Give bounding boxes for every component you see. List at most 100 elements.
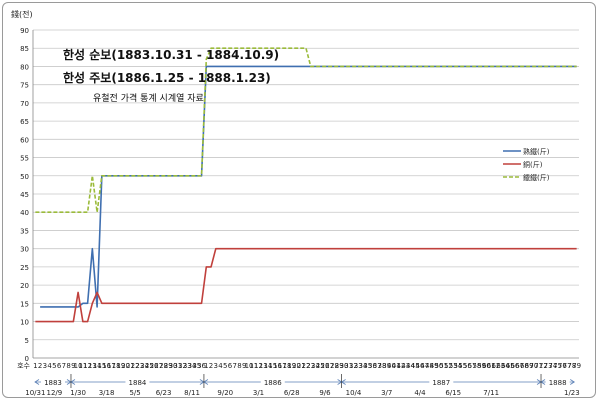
x-tick-label: 26 <box>150 362 159 370</box>
x-axis-first-label: 호수 <box>17 362 30 370</box>
x-tick-label: 20 <box>121 362 130 370</box>
y-tick-label: 40 <box>20 209 29 217</box>
x-tick-label: 14 <box>93 362 102 370</box>
x-tick-label: 1 <box>204 362 208 370</box>
x-tick-label: 17 <box>107 362 116 370</box>
x-tick-label: 9 <box>242 362 246 370</box>
x-tick-label: 17 <box>278 362 287 370</box>
x-tick-label: 45 <box>411 362 420 370</box>
x-tick-label: 25 <box>145 362 154 370</box>
year-label-bg <box>40 377 65 387</box>
x-tick-label: 36 <box>197 362 206 370</box>
series-line-2 <box>35 247 577 323</box>
x-tick-label: 52 <box>444 362 453 370</box>
x-tick-label: 10 <box>245 362 254 370</box>
x-tick-label: 44 <box>406 362 415 370</box>
y-tick-label: 70 <box>20 100 29 108</box>
x-tick-label: 16 <box>102 362 111 370</box>
x-tick-label: 69 <box>525 362 534 370</box>
x-tick-label: 18 <box>112 362 121 370</box>
x-tick-label: 21 <box>297 362 306 370</box>
x-tick-label: 27 <box>154 362 163 370</box>
date-label: 10/4 <box>346 389 362 397</box>
y-axis-label: 錢(전) <box>11 9 33 19</box>
x-tick-label: 60 <box>482 362 491 370</box>
x-tick-label: 25 <box>316 362 325 370</box>
x-tick-label: 41 <box>392 362 401 370</box>
date-label: 1/30 <box>70 389 86 397</box>
x-tick-label: 23 <box>135 362 144 370</box>
year-label: 1886 <box>264 379 282 387</box>
x-tick-label: 34 <box>359 362 368 370</box>
x-tick-label: 3 <box>214 362 218 370</box>
series-lines <box>35 47 577 323</box>
x-tick-label: 75 <box>553 362 562 370</box>
x-tick-label: 53 <box>449 362 458 370</box>
year-label-bg <box>260 377 285 387</box>
x-tick-label: 24 <box>311 362 320 370</box>
x-tick-label: 34 <box>188 362 197 370</box>
x-tick-label: 64 <box>501 362 510 370</box>
x-tick-label: 46 <box>415 362 424 370</box>
x-tick-label: 1 <box>33 362 37 370</box>
x-tick-label: 70 <box>529 362 538 370</box>
x-tick-label: 19 <box>116 362 125 370</box>
y-tick-label: 75 <box>20 82 29 90</box>
x-tick-label: 76 <box>558 362 567 370</box>
date-label: 3/18 <box>99 389 115 397</box>
date-label: 7/11 <box>483 389 499 397</box>
x-tick-label: 30 <box>169 362 178 370</box>
x-tick-label: 49 <box>430 362 439 370</box>
x-tick-label: 77 <box>563 362 572 370</box>
x-tick-label: 19 <box>287 362 296 370</box>
x-tick-label: 22 <box>302 362 311 370</box>
x-tick-label: 18 <box>283 362 292 370</box>
year-label-bg <box>545 377 570 387</box>
x-tick-label: 7 <box>233 362 237 370</box>
x-tick-label: 32 <box>178 362 187 370</box>
x-tick-label: 72 <box>539 362 548 370</box>
date-label: 9/20 <box>217 389 233 397</box>
x-tick-label: 4 <box>218 362 223 370</box>
year-label-bg <box>429 377 454 387</box>
chart-frame: 0 5 10 15 20 25 30 35 40 45 50 55 60 65 70 75 80 85 90 호수 1… <box>2 2 596 398</box>
x-tick-label: 35 <box>192 362 201 370</box>
y-tick-label: 80 <box>20 63 29 71</box>
x-tick-label: 28 <box>159 362 168 370</box>
x-tick-label: 11 <box>78 362 87 370</box>
date-labels: 10/31 12/9 1/30 3/18 5/5 6/23 8/11 9/20 3/1 6/28 9… <box>25 389 579 397</box>
x-tick-label: 3 <box>43 362 47 370</box>
y-tick-label: 25 <box>20 264 29 272</box>
y-axis-ticks: 0 5 10 15 20 25 30 35 40 45 50 55 60 65 70 75 80 85 90 <box>20 27 29 363</box>
y-tick-label: 20 <box>20 282 29 290</box>
legend-label: 鑞鐵(斤) <box>523 173 550 182</box>
chart-title-line-2: 한성 주보(1886.1.25 - 1888.1.23) <box>63 70 271 85</box>
x-tick-label: 31 <box>173 362 182 370</box>
x-tick-label: 40 <box>387 362 396 370</box>
x-tick-label: 5 <box>223 362 227 370</box>
x-tick-label: 22 <box>131 362 140 370</box>
x-tick-label: 74 <box>548 362 557 370</box>
legend-label: 熟鐵(斤) <box>523 147 550 156</box>
y-tick-label: 30 <box>20 246 29 254</box>
date-label: 6/23 <box>156 389 172 397</box>
x-tick-label: 27 <box>325 362 334 370</box>
y-tick-label: 50 <box>20 173 29 181</box>
x-tick-label: 50 <box>434 362 443 370</box>
x-tick-label: 2 <box>38 362 42 370</box>
date-label: 3/7 <box>381 389 392 397</box>
x-tick-label: 8 <box>66 362 70 370</box>
x-tick-label: 55 <box>458 362 467 370</box>
date-label: 10/31 <box>25 389 45 397</box>
date-label: 8/11 <box>184 389 200 397</box>
x-tick-label: 36 <box>368 362 377 370</box>
y-tick-label: 55 <box>20 155 29 163</box>
legend: 熟鐵(斤) 銅(斤) 鑞鐵(斤) <box>503 147 550 182</box>
y-tick-label: 35 <box>20 227 29 235</box>
x-tick-label: 31 <box>344 362 353 370</box>
x-tick-label: 32 <box>349 362 358 370</box>
x-tick-label: 29 <box>335 362 344 370</box>
x-tick-label: 58 <box>472 362 481 370</box>
x-tick-label: 21 <box>126 362 135 370</box>
